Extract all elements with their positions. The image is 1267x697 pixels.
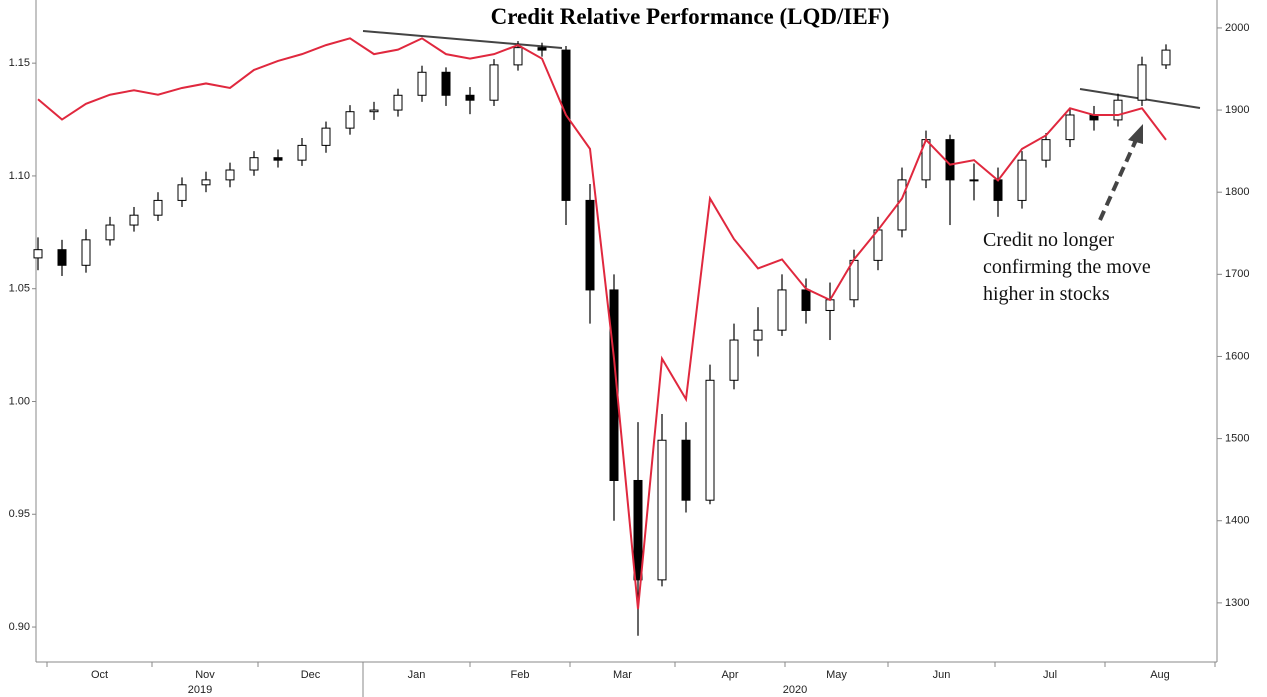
candle-body <box>273 157 283 161</box>
candle-body <box>633 479 643 581</box>
candle-body <box>201 179 211 186</box>
annotation: confirming the move <box>983 256 1151 278</box>
year-label: 2020 <box>783 684 807 696</box>
x-tick-label: Nov <box>195 669 215 681</box>
candle-body <box>993 179 1003 201</box>
x-tick-label: May <box>826 669 847 681</box>
candle-body <box>705 379 715 501</box>
y2-tick-label: 1600 <box>1225 350 1249 362</box>
y2-tick-label: 1700 <box>1225 268 1249 280</box>
annotation: higher in stocks <box>983 283 1110 305</box>
y-tick-label: 1.00 <box>9 395 30 407</box>
candle-body <box>417 71 427 96</box>
candle-body <box>81 239 91 266</box>
candle-body <box>1065 114 1075 141</box>
y-tick-label: 1.10 <box>9 170 30 182</box>
candle-body <box>537 47 547 51</box>
candle-body <box>681 439 691 501</box>
x-tick-label: Dec <box>301 669 321 681</box>
y2-tick-label: 1500 <box>1225 433 1249 445</box>
candle-body <box>1161 49 1171 66</box>
candle-body <box>1041 139 1051 161</box>
candle-body <box>345 111 355 129</box>
candle-body <box>225 169 235 181</box>
candle-body <box>369 109 379 113</box>
x-tick-label: Jul <box>1043 669 1057 681</box>
x-tick-label: Mar <box>613 669 632 681</box>
candle-body <box>321 127 331 146</box>
arrow <box>1098 139 1138 221</box>
candle-body <box>945 139 955 181</box>
candle-body <box>129 214 139 226</box>
y2-tick-label: 1300 <box>1225 597 1249 609</box>
x-tick-label: Jan <box>408 669 426 681</box>
annotation: Credit no longer <box>983 229 1114 251</box>
x-tick-label: Aug <box>1150 669 1170 681</box>
candle-body <box>609 289 619 481</box>
candle-body <box>33 249 43 259</box>
y-tick-label: 0.95 <box>9 508 30 520</box>
x-tick-label: Jun <box>933 669 951 681</box>
candle-body <box>297 144 307 161</box>
candle-body <box>1137 64 1147 101</box>
candle-body <box>729 339 739 381</box>
arrow-head <box>1128 124 1143 144</box>
candle-body <box>561 49 571 201</box>
candle-body <box>753 329 763 341</box>
y2-tick-label: 1400 <box>1225 515 1249 527</box>
candle-body <box>489 64 499 101</box>
candle-body <box>585 199 595 291</box>
candle-body <box>153 199 163 216</box>
candle-body <box>825 299 835 311</box>
candle-body <box>57 249 67 266</box>
candle-body <box>801 289 811 311</box>
x-tick-label: Oct <box>91 669 108 681</box>
credit-line <box>37 37 1167 610</box>
candle-body <box>849 259 859 301</box>
plot-area <box>33 37 1171 636</box>
y-tick-label: 1.05 <box>9 283 30 295</box>
candle-body <box>513 47 523 66</box>
y2-tick-label: 1900 <box>1225 104 1249 116</box>
chart-title: Credit Relative Performance (LQD/IEF) <box>491 4 890 29</box>
x-tick-label: Feb <box>511 669 530 681</box>
candle-body <box>777 289 787 331</box>
y-tick-label: 1.15 <box>9 57 30 69</box>
candle-body <box>177 184 187 201</box>
candle-body <box>105 224 115 241</box>
x-tick-label: Apr <box>721 669 738 681</box>
candle-body <box>657 439 667 581</box>
candle-body <box>393 94 403 111</box>
trend-line <box>362 30 563 49</box>
candle-body <box>1113 99 1123 121</box>
candle-body <box>897 179 907 231</box>
y2-tick-label: 2000 <box>1225 22 1249 34</box>
candle-body <box>249 157 259 171</box>
candle-body <box>1017 159 1027 201</box>
candle-body <box>465 94 475 101</box>
y-tick-label: 0.90 <box>9 621 30 633</box>
y2-tick-label: 1800 <box>1225 186 1249 198</box>
candle-body <box>969 179 979 182</box>
candle-body <box>441 71 451 96</box>
year-label: 2019 <box>188 684 212 696</box>
